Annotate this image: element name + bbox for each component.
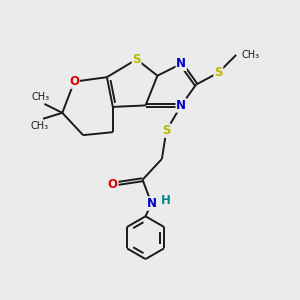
Text: O: O [108, 178, 118, 191]
Text: S: S [214, 66, 223, 79]
Text: S: S [162, 124, 171, 137]
Text: CH₃: CH₃ [32, 92, 50, 102]
Text: H: H [161, 194, 171, 207]
Text: N: N [176, 99, 186, 112]
Text: S: S [132, 53, 141, 66]
Text: N: N [146, 197, 157, 210]
Text: CH₃: CH₃ [242, 50, 260, 60]
Text: CH₃: CH₃ [30, 121, 48, 131]
Text: O: O [69, 75, 79, 88]
Text: N: N [176, 57, 186, 70]
